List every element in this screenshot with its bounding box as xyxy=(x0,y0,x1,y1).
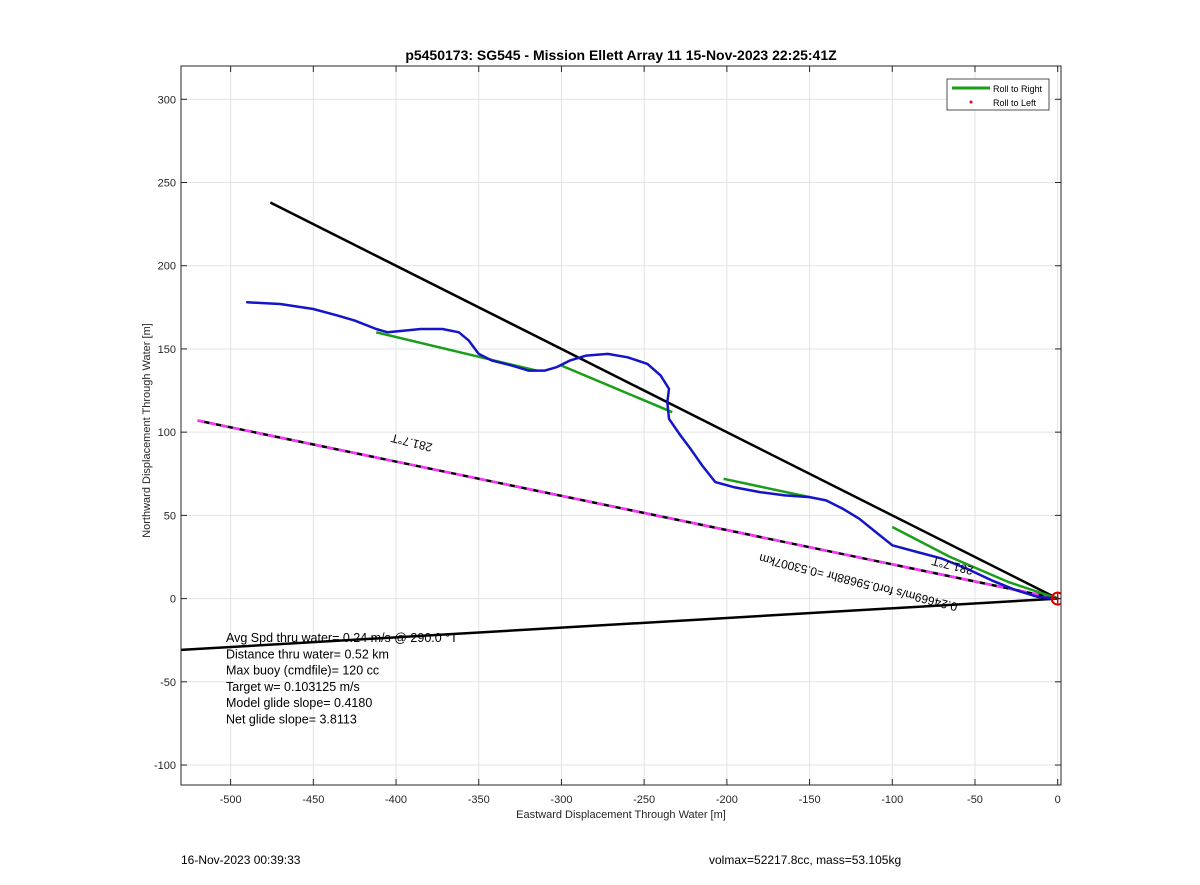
plot-area xyxy=(181,66,1061,785)
reference-line-3-dash xyxy=(197,419,1058,600)
x-axis-label: Eastward Displacement Through Water [m] xyxy=(516,809,726,821)
axes-box xyxy=(180,65,1062,786)
y-tick-label: 50 xyxy=(164,510,176,522)
legend-box xyxy=(946,78,1050,111)
y-tick-label: 0 xyxy=(170,594,176,606)
legend-roll-left-swatch xyxy=(969,100,973,104)
legend-roll-left-label: Roll to Left xyxy=(993,98,1037,108)
x-tick-label: -300 xyxy=(550,794,572,806)
y-axis-label: Northward Displacement Through Water [m] xyxy=(141,323,153,538)
x-tick-label: -50 xyxy=(967,794,983,806)
stats-line-1: Avg Spd thru water= 0.24 m/s @ 290.0 °T xyxy=(226,631,458,645)
stats-line-6: Net glide slope= 3.8113 xyxy=(226,713,357,727)
x-tick-label: 0 xyxy=(1055,794,1061,806)
roll-right-segment-2 xyxy=(561,364,673,414)
x-tick-label: -350 xyxy=(468,794,490,806)
y-tick-label: 150 xyxy=(158,344,176,356)
x-tick-label: -100 xyxy=(881,794,903,806)
y-tick-label: -50 xyxy=(160,677,176,689)
glider-track-line xyxy=(245,301,1059,600)
x-tick-label: -500 xyxy=(220,794,242,806)
roll-right-segment-3 xyxy=(723,477,810,499)
stats-line-3: Max buoy (cmdfile)= 120 cc xyxy=(226,664,379,678)
legend: Roll to Right Roll to Left xyxy=(946,78,1050,111)
footer-info: volmax=52217.8cc, mass=53.105kg xyxy=(709,853,902,867)
y-tick-label: 100 xyxy=(158,427,176,439)
y-tick-label: 300 xyxy=(158,94,176,106)
x-tick-label: -150 xyxy=(799,794,821,806)
y-tick-label: 250 xyxy=(158,178,176,190)
y-tick-label: 200 xyxy=(158,261,176,273)
footer-timestamp: 16-Nov-2023 00:39:33 xyxy=(181,853,301,867)
x-tick-label: -250 xyxy=(633,794,655,806)
chart-title: p5450173: SG545 - Mission Ellett Array 1… xyxy=(405,47,837,63)
x-tick-label: -200 xyxy=(716,794,738,806)
stats-line-2: Distance thru water= 0.52 km xyxy=(226,647,389,661)
reference-line-1 xyxy=(269,201,1059,600)
roll-right-segment-4 xyxy=(891,525,1059,600)
stats-line-5: Model glide slope= 0.4180 xyxy=(226,696,372,710)
x-tick-label: -400 xyxy=(385,794,407,806)
plot-content xyxy=(181,201,1061,652)
legend-roll-right-label: Roll to Right xyxy=(993,84,1043,94)
x-tick-label: -450 xyxy=(302,794,324,806)
stats-line-4: Target w= 0.103125 m/s xyxy=(226,680,360,694)
y-tick-label: -100 xyxy=(154,760,176,772)
reference-line-2 xyxy=(181,597,1058,652)
